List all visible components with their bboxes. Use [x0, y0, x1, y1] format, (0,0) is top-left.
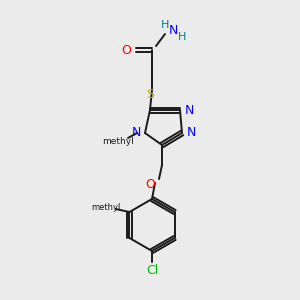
- Text: methyl: methyl: [91, 202, 120, 211]
- Text: S: S: [146, 88, 154, 100]
- Text: methyl: methyl: [102, 137, 134, 146]
- Text: N: N: [186, 127, 196, 140]
- Text: Cl: Cl: [146, 263, 158, 277]
- Text: H: H: [161, 20, 169, 30]
- Text: N: N: [184, 103, 194, 116]
- Text: O: O: [121, 44, 131, 56]
- Text: N: N: [131, 127, 141, 140]
- Text: O: O: [145, 178, 155, 191]
- Text: N: N: [168, 25, 178, 38]
- Text: H: H: [178, 32, 186, 42]
